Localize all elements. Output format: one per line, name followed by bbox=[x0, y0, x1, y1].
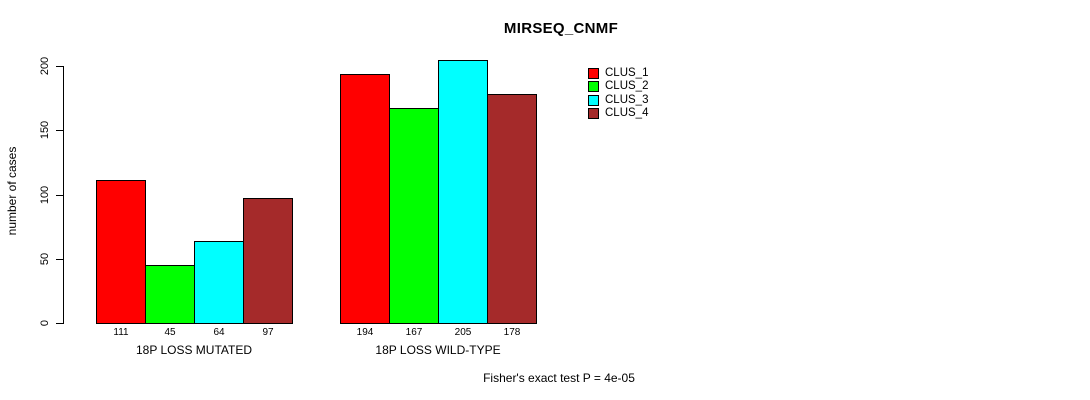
bar-value-label: 111 bbox=[113, 327, 129, 338]
y-tick bbox=[56, 259, 63, 260]
bar-value-label: 205 bbox=[454, 327, 472, 338]
bar-clus_3-group2 bbox=[438, 60, 488, 324]
bar-clus_2-group1 bbox=[145, 265, 195, 324]
legend-swatch bbox=[588, 94, 599, 106]
y-tick bbox=[56, 66, 63, 67]
legend-swatch bbox=[588, 108, 599, 120]
bar-clus_1-group2 bbox=[340, 74, 390, 324]
bar-clus_4-group2 bbox=[487, 94, 537, 324]
chart-title: MIRSEQ_CNMF bbox=[503, 20, 619, 37]
legend-item-clus_1: CLUS_1 bbox=[588, 67, 648, 80]
legend-label: CLUS_4 bbox=[605, 107, 649, 120]
bar-value-label: 97 bbox=[262, 327, 274, 338]
group-label: 18P LOSS WILD-TYPE bbox=[375, 343, 501, 357]
bar-value-label: 64 bbox=[213, 327, 225, 338]
legend-label: CLUS_1 bbox=[605, 67, 649, 79]
y-tick bbox=[56, 195, 63, 196]
bar-clus_1-group1 bbox=[96, 180, 146, 324]
stat-annotation: Fisher's exact test P = 4e-05 bbox=[483, 371, 635, 385]
group-label: 18P LOSS MUTATED bbox=[135, 343, 253, 357]
legend-item-clus_4: CLUS_4 bbox=[588, 107, 648, 120]
legend-swatch bbox=[588, 68, 599, 79]
bar-clus_4-group1 bbox=[243, 198, 293, 324]
bar-value-label: 178 bbox=[503, 327, 521, 338]
legend-item-clus_2: CLUS_2 bbox=[588, 80, 648, 93]
legend-swatch bbox=[588, 81, 599, 93]
bar-value-label: 194 bbox=[356, 327, 374, 338]
legend-item-clus_3: CLUS_3 bbox=[588, 94, 648, 107]
bar-clus_2-group2 bbox=[389, 108, 439, 324]
y-tick bbox=[56, 323, 63, 324]
y-axis-line bbox=[63, 66, 64, 324]
legend-label: CLUS_2 bbox=[605, 80, 649, 93]
y-tick bbox=[56, 130, 63, 131]
bar-value-label: 167 bbox=[405, 327, 423, 338]
bar-value-label: 45 bbox=[164, 327, 176, 338]
legend-label: CLUS_3 bbox=[605, 93, 649, 106]
